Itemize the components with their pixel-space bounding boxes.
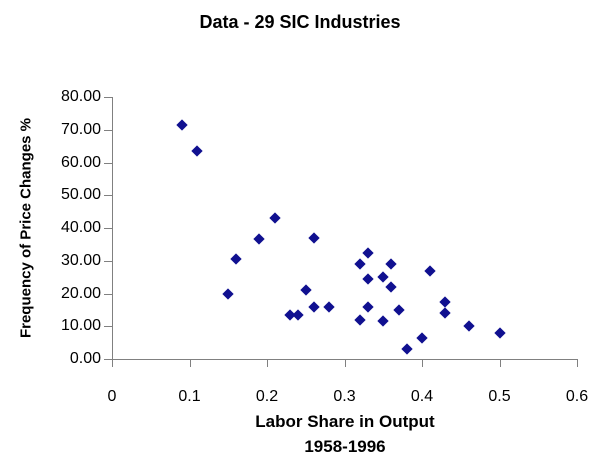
data-point xyxy=(362,246,374,259)
data-point xyxy=(323,300,335,313)
x-tick-label: 0.5 xyxy=(488,388,511,405)
data-point xyxy=(377,315,389,327)
x-tick-mark xyxy=(344,359,346,367)
data-point xyxy=(292,309,304,321)
x-tick-mark xyxy=(577,359,578,367)
y-tick-mark xyxy=(104,359,112,360)
data-point xyxy=(230,253,242,265)
y-tick-label: 30.00 xyxy=(60,251,101,269)
y-tick-mark xyxy=(104,129,112,131)
data-point xyxy=(462,320,475,332)
data-point xyxy=(424,264,436,277)
x-tick-label: 0.6 xyxy=(565,388,589,405)
data-point xyxy=(439,307,451,319)
data-point xyxy=(393,304,405,316)
data-point xyxy=(362,273,374,285)
y-tick-mark xyxy=(104,260,112,262)
x-tick-label: 0.2 xyxy=(255,388,279,405)
data-point xyxy=(439,296,451,308)
y-tick-label: 0.00 xyxy=(69,350,101,367)
data-point xyxy=(385,281,397,293)
chart-title: Data - 29 SIC Industries xyxy=(199,12,401,32)
data-point xyxy=(253,233,265,246)
x-axis-subtitle: 1958-1996 xyxy=(304,437,386,456)
x-tick-mark xyxy=(499,359,501,367)
y-tick-label: 60.00 xyxy=(60,153,101,171)
data-point xyxy=(416,332,428,344)
y-tick-label: 10.00 xyxy=(60,317,101,335)
data-point xyxy=(307,232,320,244)
data-point xyxy=(307,300,320,313)
data-point xyxy=(493,327,506,339)
data-point xyxy=(354,258,366,270)
y-axis-line xyxy=(112,97,113,360)
y-tick-label: 50.00 xyxy=(60,186,101,204)
x-tick-mark xyxy=(267,359,268,367)
data-point xyxy=(385,258,397,270)
data-point xyxy=(377,271,389,283)
y-tick-label: 70.00 xyxy=(60,120,101,138)
data-point xyxy=(400,343,413,355)
x-tick-mark xyxy=(422,359,423,367)
y-tick-label: 20.00 xyxy=(60,284,101,302)
y-tick-mark xyxy=(104,293,112,295)
data-point xyxy=(300,284,312,296)
x-tick-mark xyxy=(112,359,113,367)
y-tick-label: 40.00 xyxy=(60,219,101,236)
x-tick-label: 0 xyxy=(107,388,117,405)
x-axis-title: Labor Share in Output xyxy=(255,412,435,431)
x-tick-label: 0.3 xyxy=(333,388,356,405)
y-tick-mark xyxy=(104,97,112,98)
data-point xyxy=(191,145,203,157)
y-tick-mark xyxy=(104,195,112,197)
x-tick-label: 0.4 xyxy=(410,388,434,405)
x-tick-mark xyxy=(189,359,191,367)
y-tick-mark xyxy=(104,162,112,164)
y-tick-label: 80.00 xyxy=(60,88,101,105)
y-tick-mark xyxy=(104,326,112,328)
data-point xyxy=(176,119,188,131)
data-point xyxy=(269,212,281,224)
data-point xyxy=(362,300,374,313)
data-point xyxy=(354,314,366,326)
data-point xyxy=(222,287,234,300)
y-tick-mark xyxy=(104,228,112,229)
x-tick-label: 0.1 xyxy=(178,388,201,405)
